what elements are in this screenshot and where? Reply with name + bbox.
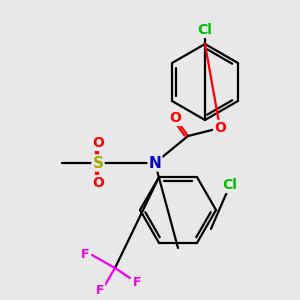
Text: O: O xyxy=(92,176,104,190)
Text: O: O xyxy=(92,136,104,150)
Text: S: S xyxy=(92,155,104,170)
Text: O: O xyxy=(169,111,181,125)
Text: F: F xyxy=(96,284,104,296)
Text: O: O xyxy=(214,121,226,135)
Text: N: N xyxy=(148,155,161,170)
Text: F: F xyxy=(81,248,89,262)
Text: F: F xyxy=(133,277,141,290)
Text: Cl: Cl xyxy=(223,178,237,192)
Text: Cl: Cl xyxy=(198,23,212,37)
